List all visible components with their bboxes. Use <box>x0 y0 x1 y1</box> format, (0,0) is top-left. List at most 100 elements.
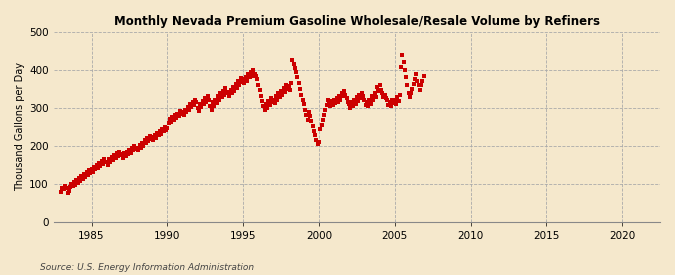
Point <box>414 87 425 92</box>
Point <box>59 187 70 192</box>
Point <box>378 95 389 100</box>
Point <box>76 174 87 178</box>
Text: Source: U.S. Energy Information Administration: Source: U.S. Energy Information Administ… <box>40 263 254 272</box>
Point <box>209 104 219 108</box>
Point <box>195 102 206 106</box>
Point <box>303 109 314 114</box>
Point <box>191 100 202 104</box>
Point <box>248 68 259 72</box>
Point <box>418 73 429 78</box>
Point <box>74 176 84 180</box>
Point <box>291 70 302 74</box>
Point <box>338 94 348 99</box>
Point <box>349 98 360 103</box>
Point <box>126 150 136 155</box>
Point <box>256 99 267 103</box>
Point <box>158 129 169 134</box>
Point <box>296 92 306 97</box>
Point <box>344 102 354 106</box>
Point <box>382 98 393 103</box>
Point <box>325 104 335 108</box>
Point <box>391 102 402 106</box>
Point <box>281 83 292 87</box>
Point <box>313 142 323 146</box>
Point <box>192 106 203 110</box>
Point <box>340 92 351 97</box>
Point <box>176 111 187 116</box>
Point <box>226 91 237 96</box>
Point <box>159 125 170 129</box>
Point <box>66 182 77 186</box>
Point <box>401 75 412 80</box>
Point <box>105 160 116 164</box>
Point <box>204 97 215 102</box>
Point <box>288 62 299 66</box>
Point <box>210 97 221 102</box>
Point <box>320 108 331 112</box>
Point <box>306 119 317 123</box>
Point <box>379 92 390 97</box>
Point <box>311 138 322 142</box>
Point <box>298 102 309 106</box>
Point <box>68 180 79 184</box>
Point <box>308 128 319 133</box>
Point <box>136 141 147 145</box>
Point <box>352 95 362 100</box>
Point <box>146 137 157 141</box>
Point <box>91 163 102 167</box>
Point <box>100 160 111 164</box>
Point <box>265 103 275 107</box>
Point <box>219 92 230 97</box>
Point <box>373 89 384 93</box>
Point <box>215 91 226 96</box>
Title: Monthly Nevada Premium Gasoline Wholesale/Resale Volume by Refiners: Monthly Nevada Premium Gasoline Wholesal… <box>114 15 600 28</box>
Point <box>408 82 419 87</box>
Point <box>354 92 364 97</box>
Point <box>250 73 261 78</box>
Point <box>117 153 128 158</box>
Point <box>275 95 286 100</box>
Point <box>92 166 103 170</box>
Point <box>233 79 244 84</box>
Point <box>99 157 109 161</box>
Point <box>113 154 124 159</box>
Point <box>282 87 293 91</box>
Point <box>165 117 176 122</box>
Point <box>384 100 395 104</box>
Point <box>177 109 188 114</box>
Point <box>220 86 231 90</box>
Point <box>144 134 155 139</box>
Point <box>272 98 283 103</box>
Point <box>362 104 373 108</box>
Point <box>65 185 76 189</box>
Point <box>173 114 184 119</box>
Point <box>397 53 408 57</box>
Point <box>278 86 289 90</box>
Point <box>171 116 182 121</box>
Point <box>168 118 179 122</box>
Point <box>269 101 280 106</box>
Point <box>106 155 117 160</box>
Point <box>348 104 358 108</box>
Point <box>259 108 270 112</box>
Point <box>214 98 225 103</box>
Point <box>417 78 428 83</box>
Point <box>104 157 115 161</box>
Point <box>249 72 260 76</box>
Point <box>127 145 138 150</box>
Point <box>355 96 366 101</box>
Point <box>57 185 68 190</box>
Point <box>327 103 338 107</box>
Point <box>197 99 208 103</box>
Point <box>301 113 312 118</box>
Point <box>217 89 228 93</box>
Point <box>254 87 265 92</box>
Point <box>86 166 97 171</box>
Point <box>140 141 151 145</box>
Point <box>111 151 122 156</box>
Point <box>201 100 212 104</box>
Point <box>198 102 209 106</box>
Point <box>375 87 386 92</box>
Point <box>300 108 310 112</box>
Point <box>352 99 363 103</box>
